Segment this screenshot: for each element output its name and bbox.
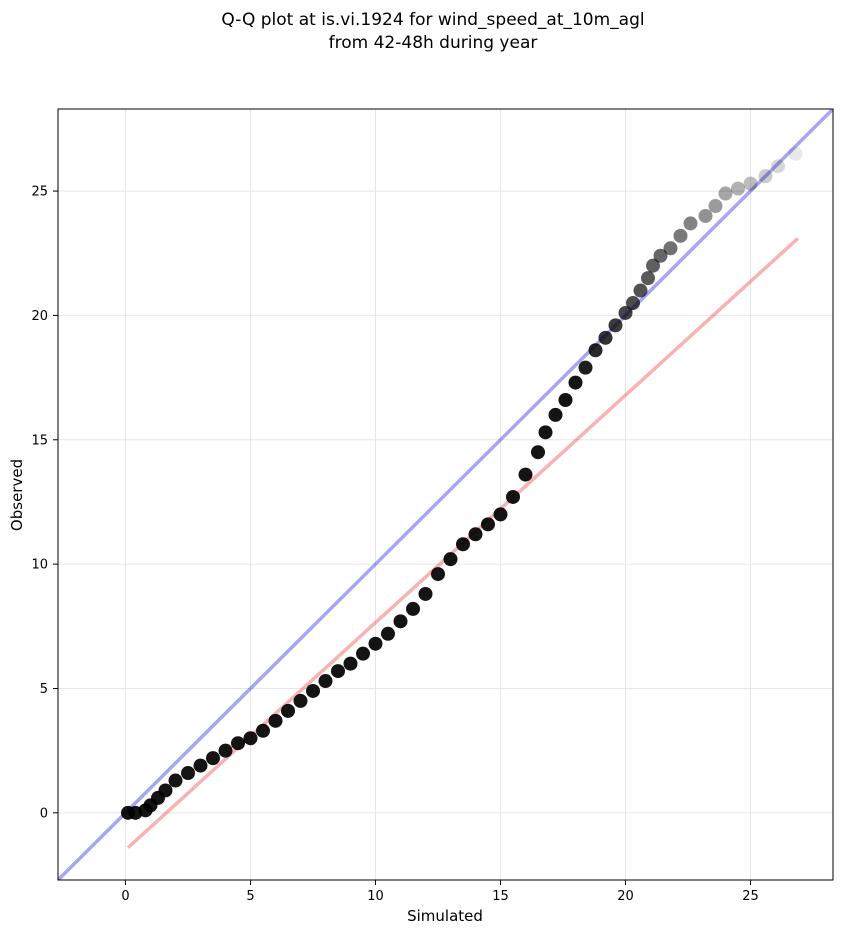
y-tick-label-4: 20 (31, 309, 48, 324)
data-point-40 (578, 360, 593, 375)
y-axis-label: Observed (8, 459, 26, 531)
x-tick-label-3: 15 (492, 889, 509, 904)
data-point-30 (468, 527, 483, 542)
y-tick-label-0: 0 (40, 806, 48, 821)
data-point-18 (318, 674, 333, 689)
data-point-43 (608, 318, 623, 333)
x-axis-ticks: 0 5 10 15 20 25 (121, 880, 759, 904)
data-point-16 (293, 693, 308, 708)
x-tick-label-5: 25 (742, 889, 759, 904)
data-point-35 (531, 445, 545, 460)
data-point-53 (698, 208, 713, 223)
data-point-46 (633, 283, 648, 298)
data-point-20 (343, 656, 358, 671)
data-point-36 (538, 425, 553, 440)
data-point-57 (743, 176, 758, 191)
data-point-54 (708, 198, 723, 213)
x-tick-label-0: 0 (121, 889, 129, 904)
data-point-10 (218, 743, 233, 758)
data-point-12 (243, 731, 258, 746)
data-point-7 (181, 766, 195, 781)
data-point-50 (663, 241, 678, 256)
data-point-11 (231, 736, 245, 751)
data-point-15 (281, 703, 295, 718)
reference-line-1 (58, 109, 833, 880)
data-point-6 (168, 773, 183, 788)
data-point-45 (626, 295, 640, 310)
reference-lines (58, 109, 833, 880)
data-point-14 (268, 713, 283, 728)
data-point-22 (368, 636, 383, 651)
data-point-52 (683, 216, 698, 231)
data-point-37 (548, 407, 563, 422)
data-point-42 (598, 330, 613, 345)
data-point-41 (588, 343, 603, 358)
data-point-29 (456, 537, 470, 552)
data-point-24 (393, 614, 408, 629)
data-point-58 (758, 169, 773, 184)
data-point-34 (518, 467, 533, 482)
chart-title-line-2: from 42-48h during year (329, 33, 538, 53)
data-point-17 (306, 683, 320, 698)
data-point-33 (506, 489, 520, 504)
x-tick-label-2: 10 (367, 889, 384, 904)
y-tick-label-5: 25 (31, 185, 48, 200)
data-point-32 (493, 507, 508, 522)
data-point-25 (406, 601, 420, 616)
data-point-49 (653, 248, 668, 263)
x-axis-label: Simulated (407, 907, 483, 925)
chart-title-line-1: Q-Q plot at is.vi.1924 for wind_speed_at… (221, 10, 644, 30)
data-point-48 (646, 258, 660, 273)
grid (58, 109, 833, 880)
data-point-59 (771, 159, 785, 174)
data-point-13 (256, 723, 270, 738)
quantile-points (121, 146, 803, 820)
y-tick-label-3: 15 (31, 433, 48, 448)
data-point-8 (193, 758, 208, 773)
data-point-31 (481, 517, 495, 532)
data-point-51 (673, 228, 688, 243)
data-point-26 (418, 586, 433, 601)
x-tick-label-1: 5 (246, 889, 254, 904)
data-point-19 (331, 664, 345, 679)
data-point-60 (788, 146, 803, 161)
data-point-55 (718, 186, 733, 201)
data-point-21 (356, 646, 370, 661)
data-point-28 (443, 552, 458, 567)
x-tick-label-4: 20 (617, 889, 634, 904)
y-tick-label-1: 5 (40, 682, 48, 697)
y-axis-ticks: 0 5 10 15 20 25 (31, 185, 58, 821)
y-tick-label-2: 10 (31, 558, 48, 573)
data-point-9 (206, 751, 220, 766)
data-point-56 (731, 181, 745, 196)
data-point-27 (431, 567, 445, 582)
data-point-44 (618, 305, 633, 320)
data-point-39 (568, 375, 583, 390)
data-point-5 (158, 783, 173, 798)
data-point-47 (641, 271, 655, 286)
data-point-23 (381, 626, 395, 641)
plot-frame (57, 108, 834, 881)
data-point-38 (558, 392, 573, 407)
